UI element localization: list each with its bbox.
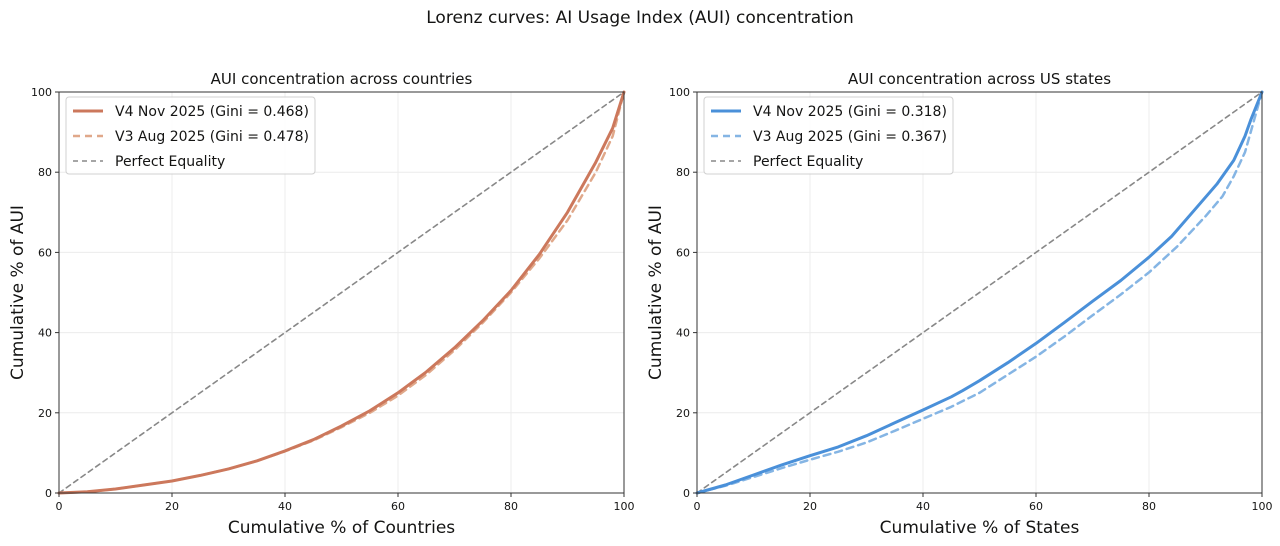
chart-countries-x-axis-label: Cumulative % of Countries (228, 518, 455, 538)
chart-countries-plot-frame (58, 91, 625, 494)
chart-states-x-tick-label-2: 40 (916, 500, 930, 513)
chart-states-y-tick-label-0: 0 (683, 487, 690, 500)
chart-states-series-perfect-equality-line (696, 91, 1263, 494)
states-chart-panel: 0 20 40 60 80 100 0 20 40 60 80 100 AUI concentratio… (646, 70, 1273, 538)
chart-states-x-tick-label-5: 100 (1252, 500, 1273, 513)
chart-states-title: AUI concentration across US states (848, 70, 1111, 88)
chart-countries-y-tick-label-3: 60 (38, 246, 52, 259)
chart-countries-y-tick-label-5: 100 (31, 86, 52, 99)
chart-states-plot-frame (696, 91, 1263, 494)
chart-countries-y-axis-label: Cumulative % of AUI (8, 205, 28, 380)
chart-countries-series-v4-nov-2025-line (57, 90, 626, 495)
chart-states-y-tick-label-2: 40 (676, 327, 690, 340)
chart-countries-x-tick-label-5: 100 (614, 500, 635, 513)
chart-states-y-tick-label-4: 80 (676, 166, 690, 179)
chart-states-series-v3-aug-2025-line (695, 90, 1264, 495)
chart-countries-legend-label-v3-aug-2025: V3 Aug 2025 (Gini = 0.478) (115, 129, 309, 145)
chart-states-legend-label-v4-nov-2025: V4 Nov 2025 (Gini = 0.318) (753, 104, 947, 120)
chart-countries-y-tick-label-0: 0 (45, 487, 52, 500)
chart-states-y-axis-label: Cumulative % of AUI (646, 205, 666, 380)
chart-countries-y-tick-label-4: 80 (38, 166, 52, 179)
chart-states-x-tick-label-3: 60 (1029, 500, 1043, 513)
chart-countries-series-perfect-equality-line (58, 91, 625, 494)
chart-states-x-tick-label-1: 20 (803, 500, 817, 513)
chart-countries-x-tick-label-0: 0 (56, 500, 63, 513)
chart-states-legend-box (703, 96, 954, 175)
chart-states-x-axis-label: Cumulative % of States (880, 518, 1080, 538)
chart-countries-legend-label-perfect-equality: Perfect Equality (115, 154, 225, 170)
chart-countries-title: AUI concentration across countries (211, 70, 473, 88)
chart-countries-y-tick-label-2: 40 (38, 327, 52, 340)
chart-countries-x-tick-label-3: 60 (391, 500, 405, 513)
figure-suptitle: Lorenz curves: AI Usage Index (AUI) conc… (426, 8, 853, 28)
chart-countries-x-tick-label-2: 40 (278, 500, 292, 513)
chart-countries-x-tick-label-1: 20 (165, 500, 179, 513)
chart-states-legend-label-perfect-equality: Perfect Equality (753, 154, 863, 170)
chart-countries-legend-box (65, 96, 316, 175)
chart-states-series-v4-nov-2025-line (695, 90, 1264, 495)
chart-states-legend-label-v3-aug-2025: V3 Aug 2025 (Gini = 0.367) (753, 129, 947, 145)
chart-states-legend: V4 Nov 2025 (Gini = 0.318) V3 Aug 2025 (G… (703, 96, 954, 175)
chart-states-x-tick-label-4: 80 (1142, 500, 1156, 513)
chart-countries-y-tick-label-1: 20 (38, 407, 52, 420)
chart-countries-legend: V4 Nov 2025 (Gini = 0.468) V3 Aug 2025 (G… (65, 96, 316, 175)
chart-countries-x-tick-label-4: 80 (504, 500, 518, 513)
chart-countries-legend-label-v4-nov-2025: V4 Nov 2025 (Gini = 0.468) (115, 104, 309, 120)
chart-states-x-tick-label-0: 0 (694, 500, 701, 513)
chart-states-y-tick-label-1: 20 (676, 407, 690, 420)
countries-chart-panel: 0 20 40 60 80 100 0 20 40 60 80 100 AUI concentratio… (8, 70, 635, 538)
chart-states-y-tick-label-3: 60 (676, 246, 690, 259)
chart-states-y-tick-label-5: 100 (669, 86, 690, 99)
